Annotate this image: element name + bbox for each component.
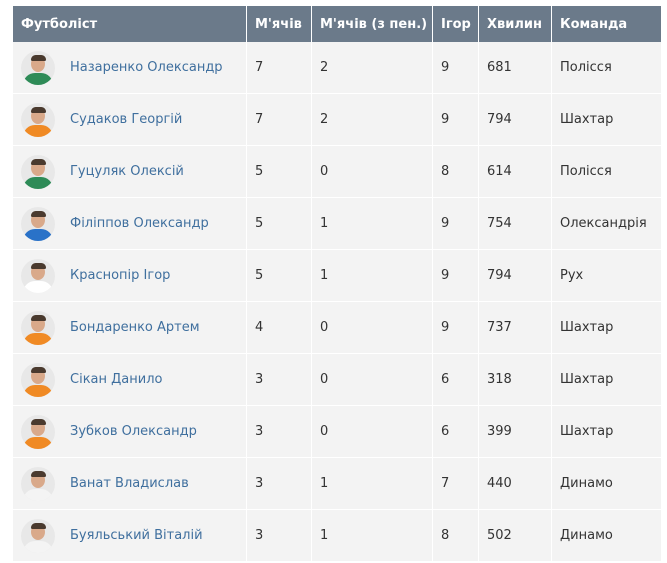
header-team: Команда [552, 6, 661, 42]
player-photo-icon[interactable] [21, 414, 55, 449]
player-photo-icon[interactable] [21, 154, 55, 189]
player-name-link[interactable]: Гуцуляк Олексій [70, 164, 184, 179]
team-cell: Шахтар [552, 406, 661, 458]
player-name-link[interactable]: Буяльський Віталій [70, 528, 203, 543]
goals-cell: 4 [247, 302, 312, 354]
player-photo-icon[interactable] [21, 466, 55, 501]
header-goals-penalties: М'ячів (з пен.) [312, 6, 433, 42]
goals-penalties-cell: 2 [312, 94, 433, 146]
player-cell: Назаренко Олександр [13, 42, 247, 94]
goals-penalties-cell: 1 [312, 250, 433, 302]
player-cell: Філіппов Олександр [13, 198, 247, 250]
goals-cell: 3 [247, 458, 312, 510]
player-photo-icon[interactable] [21, 518, 55, 553]
team-cell: Шахтар [552, 302, 661, 354]
header-games: Ігор [433, 6, 479, 42]
player-photo-icon[interactable] [21, 258, 55, 293]
player-photo-icon[interactable] [21, 206, 55, 241]
player-cell: Бондаренко Артем [13, 302, 247, 354]
games-cell: 6 [433, 354, 479, 406]
goals-cell: 5 [247, 146, 312, 198]
team-cell: Динамо [552, 458, 661, 510]
player-name-link[interactable]: Філіппов Олександр [70, 216, 209, 231]
goals-cell: 3 [247, 406, 312, 458]
goals-penalties-cell: 0 [312, 406, 433, 458]
player-cell: Судаков Георгій [13, 94, 247, 146]
scorers-table: Футболіст М'ячів М'ячів (з пен.) Ігор Хв… [13, 6, 661, 562]
player-name-link[interactable]: Судаков Георгій [70, 112, 183, 127]
team-cell: Олександрія [552, 198, 661, 250]
minutes-cell: 754 [479, 198, 552, 250]
games-cell: 9 [433, 94, 479, 146]
player-name-link[interactable]: Зубков Олександр [70, 424, 197, 439]
header-minutes: Хвилин [479, 6, 552, 42]
scorers-table-container: Футболіст М'ячів М'ячів (з пен.) Ігор Хв… [13, 6, 661, 562]
minutes-cell: 737 [479, 302, 552, 354]
table-row: Краснопір Ігор 5 1 9 794 Рух [13, 250, 661, 302]
minutes-cell: 794 [479, 250, 552, 302]
player-name-link[interactable]: Назаренко Олександр [70, 60, 223, 75]
games-cell: 9 [433, 42, 479, 94]
player-photo-icon[interactable] [21, 102, 55, 137]
goals-penalties-cell: 0 [312, 354, 433, 406]
team-cell: Полісся [552, 146, 661, 198]
table-row: Філіппов Олександр 5 1 9 754 Олександрія [13, 198, 661, 250]
player-cell: Ванат Владислав [13, 458, 247, 510]
team-cell: Полісся [552, 42, 661, 94]
table-row: Зубков Олександр 3 0 6 399 Шахтар [13, 406, 661, 458]
minutes-cell: 614 [479, 146, 552, 198]
goals-penalties-cell: 0 [312, 302, 433, 354]
games-cell: 9 [433, 198, 479, 250]
player-cell: Зубков Олександр [13, 406, 247, 458]
team-cell: Шахтар [552, 94, 661, 146]
goals-cell: 5 [247, 250, 312, 302]
player-photo-icon[interactable] [21, 362, 55, 397]
games-cell: 6 [433, 406, 479, 458]
player-cell: Гуцуляк Олексій [13, 146, 247, 198]
goals-cell: 7 [247, 94, 312, 146]
table-row: Ванат Владислав 3 1 7 440 Динамо [13, 458, 661, 510]
minutes-cell: 681 [479, 42, 552, 94]
player-cell: Сікан Данило [13, 354, 247, 406]
table-row: Судаков Георгій 7 2 9 794 Шахтар [13, 94, 661, 146]
minutes-cell: 318 [479, 354, 552, 406]
minutes-cell: 399 [479, 406, 552, 458]
goals-cell: 3 [247, 510, 312, 562]
minutes-cell: 794 [479, 94, 552, 146]
minutes-cell: 440 [479, 458, 552, 510]
table-row: Назаренко Олександр 7 2 9 681 Полісся [13, 42, 661, 94]
goals-cell: 3 [247, 354, 312, 406]
player-name-link[interactable]: Бондаренко Артем [70, 320, 200, 335]
games-cell: 8 [433, 510, 479, 562]
table-row: Буяльський Віталій 3 1 8 502 Динамо [13, 510, 661, 562]
player-photo-icon[interactable] [21, 50, 55, 85]
team-cell: Шахтар [552, 354, 661, 406]
team-cell: Динамо [552, 510, 661, 562]
table-row: Сікан Данило 3 0 6 318 Шахтар [13, 354, 661, 406]
minutes-cell: 502 [479, 510, 552, 562]
player-cell: Краснопір Ігор [13, 250, 247, 302]
table-row: Бондаренко Артем 4 0 9 737 Шахтар [13, 302, 661, 354]
goals-penalties-cell: 1 [312, 510, 433, 562]
header-goals: М'ячів [247, 6, 312, 42]
team-cell: Рух [552, 250, 661, 302]
table-row: Гуцуляк Олексій 5 0 8 614 Полісся [13, 146, 661, 198]
player-name-link[interactable]: Ванат Владислав [70, 476, 189, 491]
player-name-link[interactable]: Краснопір Ігор [70, 268, 171, 283]
table-header-row: Футболіст М'ячів М'ячів (з пен.) Ігор Хв… [13, 6, 661, 42]
games-cell: 9 [433, 302, 479, 354]
player-photo-icon[interactable] [21, 310, 55, 345]
player-cell: Буяльський Віталій [13, 510, 247, 562]
goals-penalties-cell: 1 [312, 198, 433, 250]
games-cell: 7 [433, 458, 479, 510]
header-player: Футболіст [13, 6, 247, 42]
goals-penalties-cell: 2 [312, 42, 433, 94]
goals-cell: 5 [247, 198, 312, 250]
goals-cell: 7 [247, 42, 312, 94]
player-name-link[interactable]: Сікан Данило [70, 372, 163, 387]
goals-penalties-cell: 0 [312, 146, 433, 198]
goals-penalties-cell: 1 [312, 458, 433, 510]
games-cell: 8 [433, 146, 479, 198]
games-cell: 9 [433, 250, 479, 302]
